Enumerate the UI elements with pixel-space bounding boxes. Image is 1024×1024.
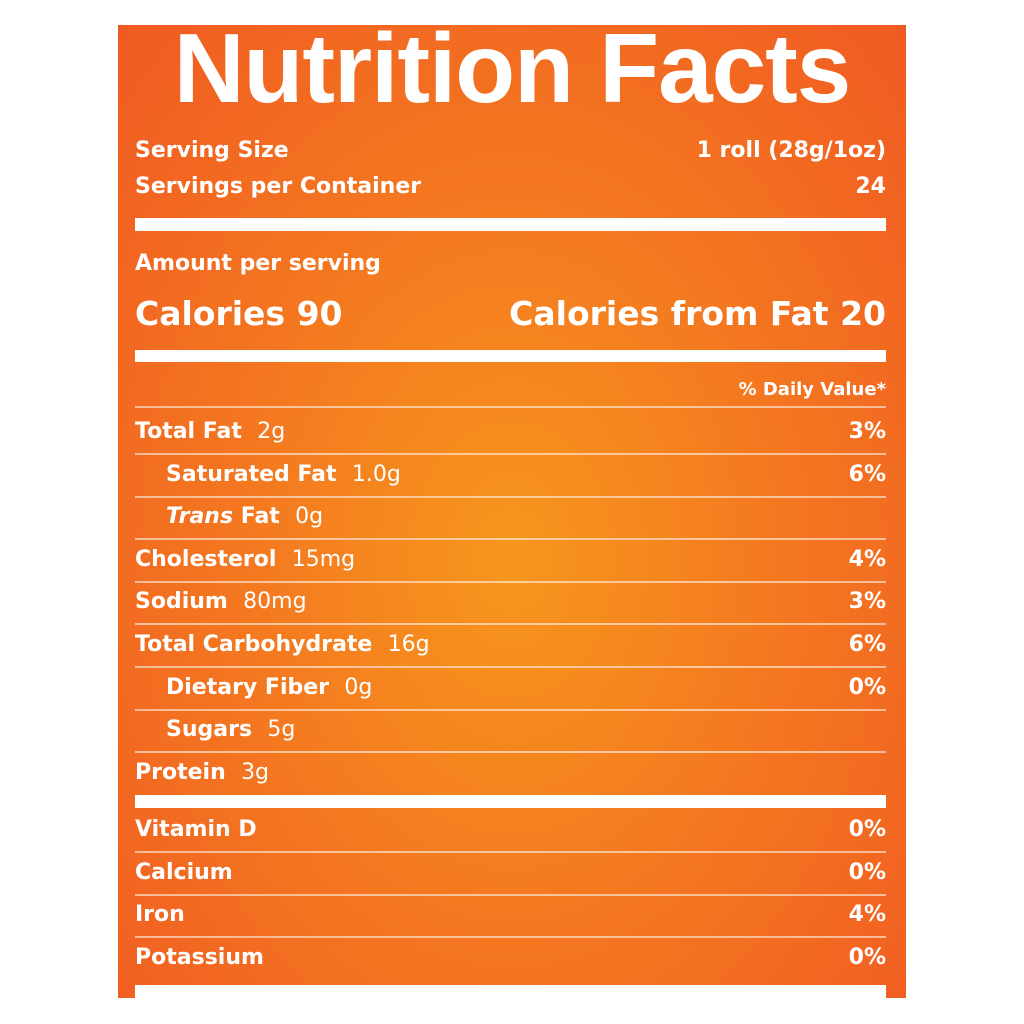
vitamin-name: Iron — [135, 902, 185, 928]
nutrient-label: Total Carbohydrate — [135, 632, 373, 657]
vitamin-dv: 0% — [848, 817, 886, 842]
nutrient-name: Trans Fat 0g — [166, 506, 323, 528]
nutrient-amount: 0g — [344, 674, 373, 700]
nutrient-amount: 15mg — [291, 546, 356, 572]
nutrient-label: Sodium — [135, 589, 228, 615]
nutrient-name: Sugars 5g — [166, 719, 295, 741]
calories-from-fat-value: 20 — [840, 294, 886, 333]
divider — [135, 495, 886, 498]
divider — [135, 453, 886, 455]
nutrient-name: Protein 3g — [135, 759, 270, 785]
calories-from-fat: Calories from Fat 20 — [509, 297, 886, 330]
serving-size-label: Serving Size — [135, 138, 289, 163]
nutrient-name-italic: Trans — [166, 504, 234, 530]
nutrient-dv: 6% — [848, 632, 886, 657]
nutrient-label: Saturated Fat — [166, 461, 337, 487]
nutrient-label: Protein — [135, 759, 226, 785]
nutrition-label: Nutrition Facts Serving Size 1 roll (28g… — [118, 25, 906, 998]
divider-thick — [135, 218, 886, 231]
nutrient-dv: 3% — [848, 589, 886, 615]
divider — [135, 666, 886, 668]
divider — [135, 751, 886, 754]
vitamin-dv: 4% — [848, 902, 886, 928]
serving-size-value: 1 roll (28g/1oz) — [696, 138, 886, 163]
nutrient-name: Sodium 80mg — [135, 591, 307, 613]
nutrient-amount: 5g — [267, 717, 296, 743]
nutrient-dv: 4% — [848, 546, 886, 572]
nutrient-amount: 16g — [387, 632, 430, 657]
divider — [135, 538, 886, 541]
nutrient-name: Total Fat 2g — [135, 421, 285, 443]
daily-value-header: % Daily Value* — [738, 379, 886, 400]
vitamin-dv: 0% — [848, 859, 886, 885]
nutrient-name: Cholesterol 15mg — [135, 546, 356, 572]
calories-label: Calories — [135, 294, 286, 333]
calories-from-fat-label: Calories from Fat — [509, 294, 829, 333]
title: Nutrition Facts — [173, 25, 851, 123]
divider — [135, 580, 886, 583]
vitamin-name: Calcium — [135, 859, 233, 885]
divider — [135, 406, 886, 408]
calories: Calories 90 — [135, 297, 343, 330]
nutrient-amount: 1.0g — [351, 461, 401, 487]
nutrient-label: Dietary Fiber — [166, 674, 330, 700]
divider-thick — [135, 350, 886, 362]
vitamin-name: Potassium — [135, 944, 264, 970]
divider — [135, 623, 886, 626]
divider — [135, 893, 886, 896]
divider-thick — [135, 795, 886, 808]
servings-value: 24 — [855, 174, 886, 199]
divider — [135, 708, 886, 711]
calories-value: 90 — [296, 294, 343, 333]
nutrient-dv: 3% — [848, 419, 886, 444]
nutrient-dv: 0% — [848, 674, 886, 700]
nutrient-label: Sugars — [166, 717, 253, 743]
servings-label: Servings per Container — [135, 174, 422, 199]
vitamin-dv: 0% — [848, 944, 886, 970]
nutrient-label: Cholesterol — [135, 546, 277, 572]
nutrient-label: Total Fat — [135, 419, 242, 444]
vitamin-name: Vitamin D — [135, 817, 257, 842]
nutrient-amount: 80mg — [243, 589, 307, 615]
divider — [135, 851, 886, 853]
divider-thick — [135, 985, 886, 998]
divider — [135, 936, 886, 939]
nutrient-amount: 2g — [257, 419, 286, 444]
amount-per-serving: Amount per serving — [135, 251, 381, 276]
nutrient-name: Saturated Fat 1.0g — [166, 461, 401, 487]
nutrient-amount: 3g — [241, 759, 270, 785]
nutrient-amount: 0g — [295, 504, 324, 530]
nutrient-dv: 6% — [848, 461, 886, 487]
nutrient-label: Fat — [240, 504, 280, 530]
nutrient-name: Dietary Fiber 0g — [166, 674, 373, 700]
nutrient-name: Total Carbohydrate 16g — [135, 634, 430, 656]
